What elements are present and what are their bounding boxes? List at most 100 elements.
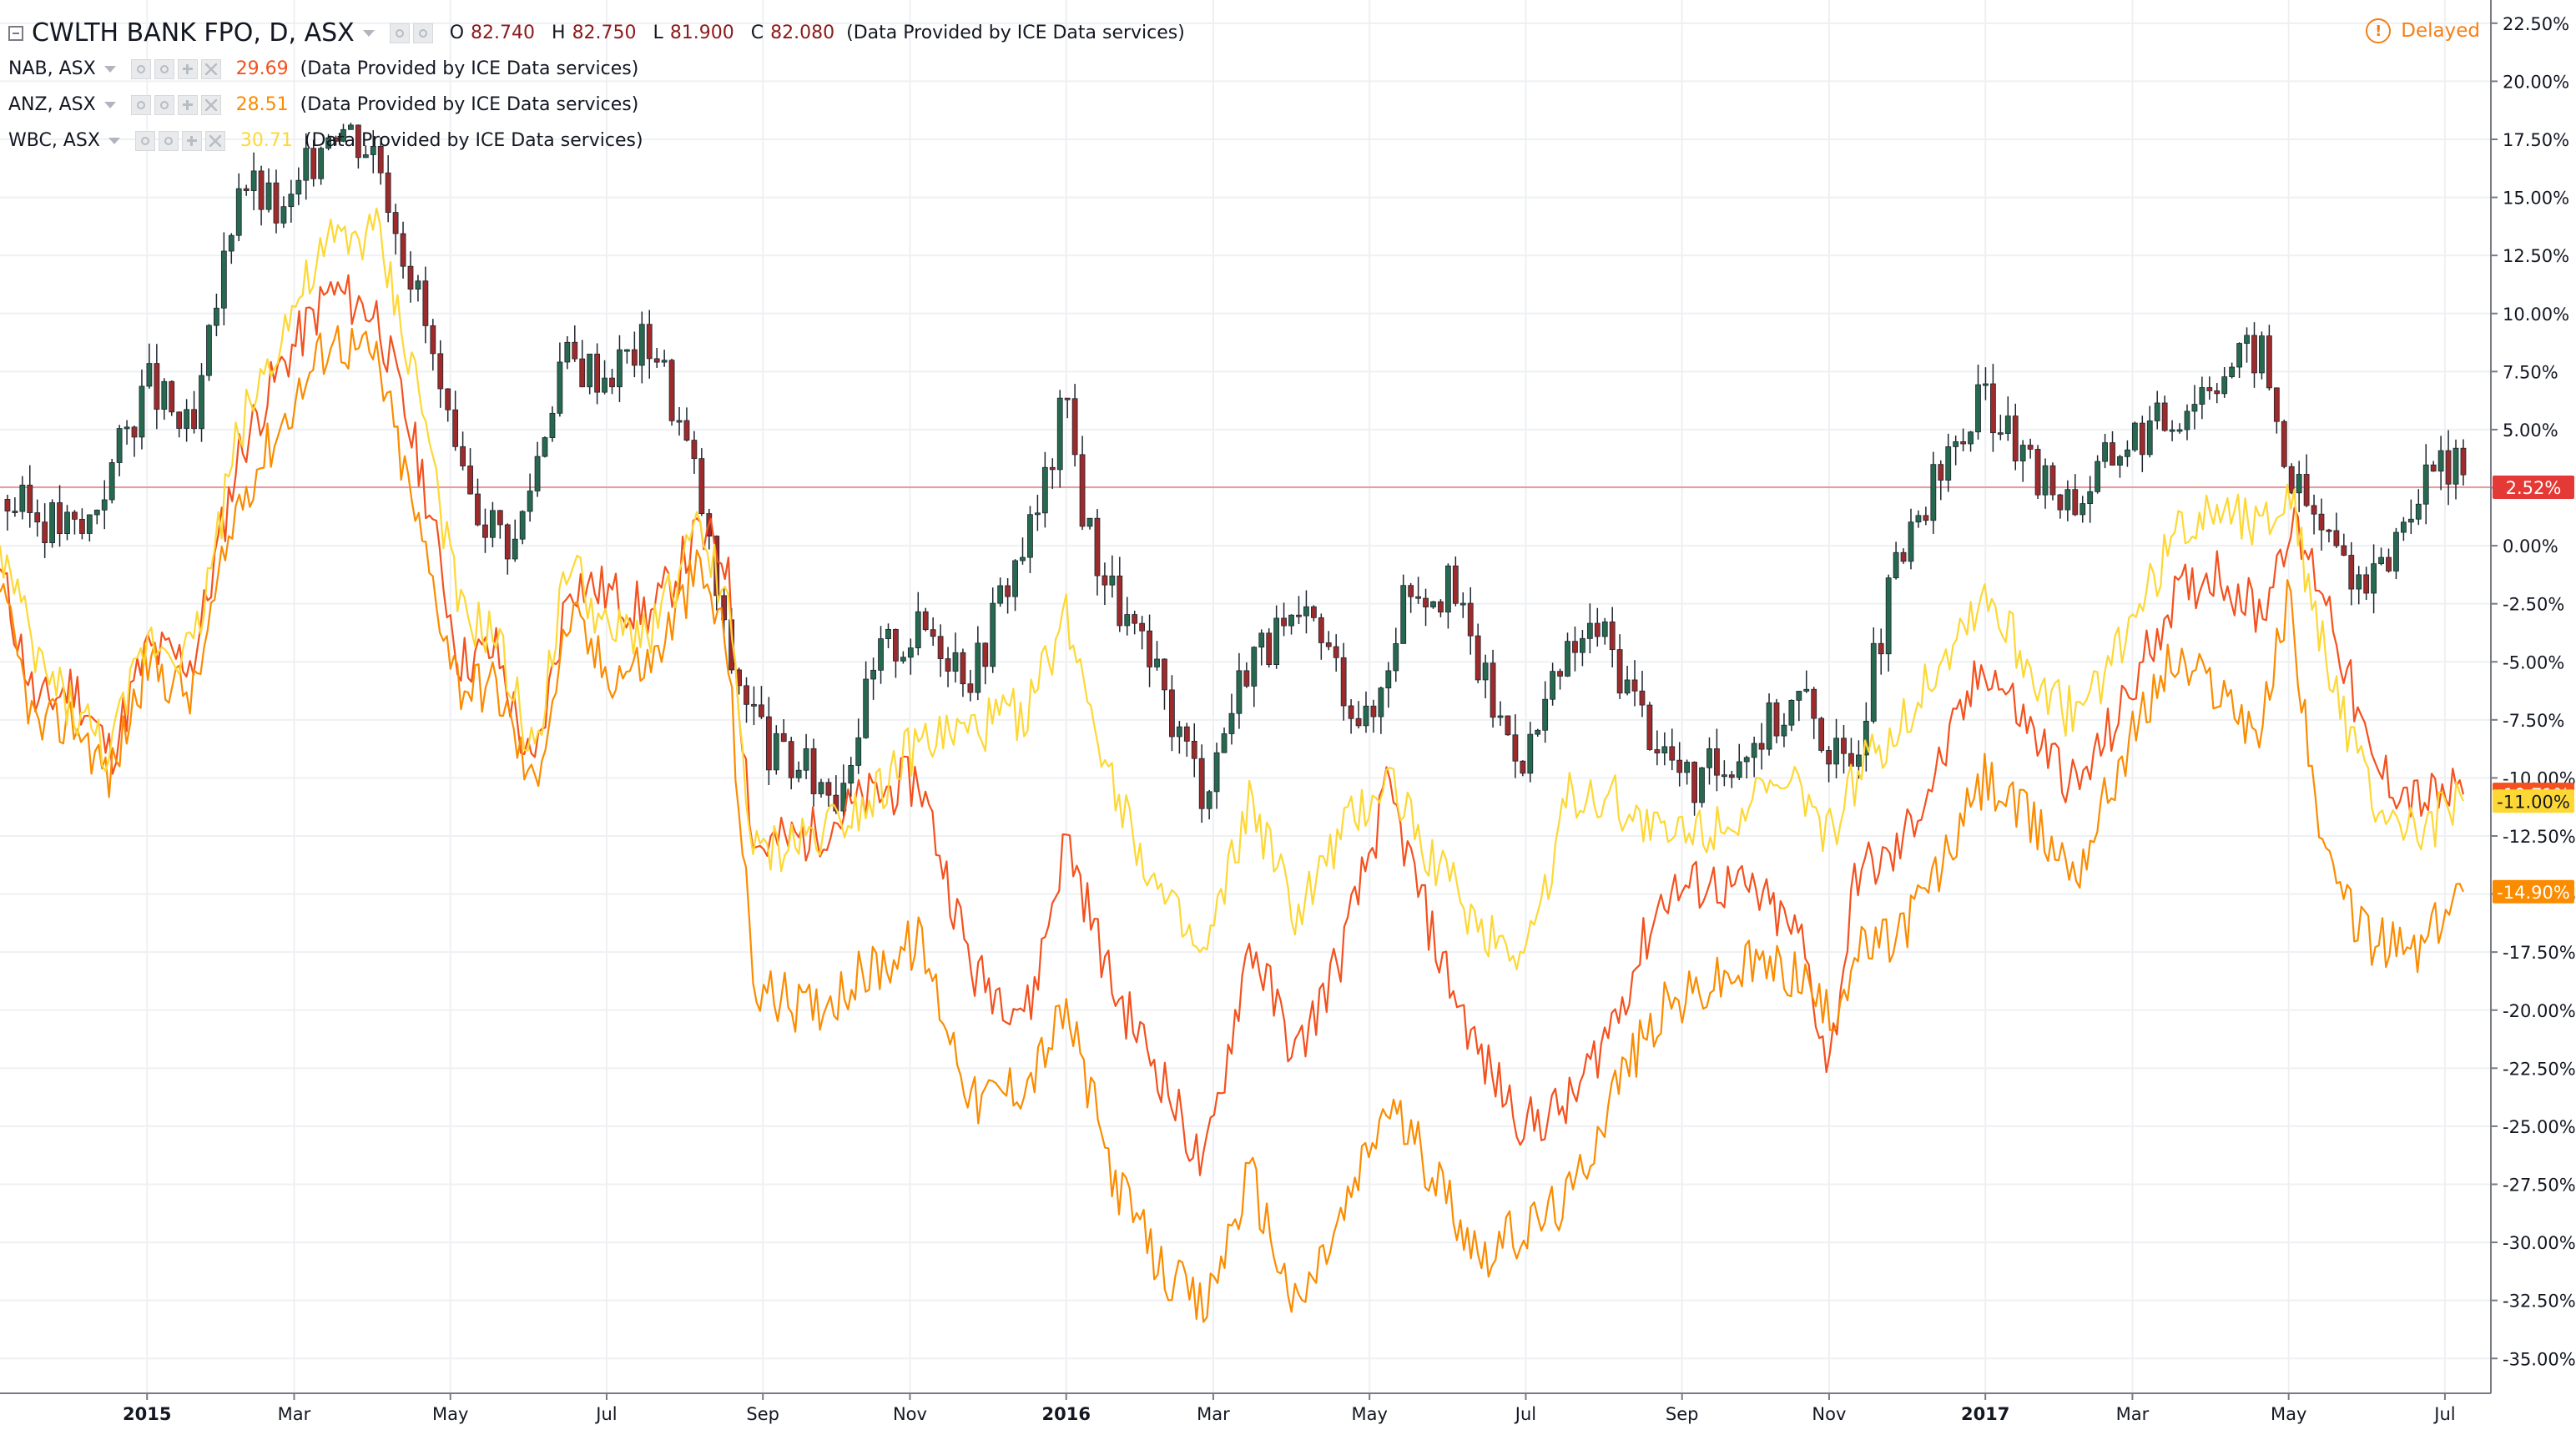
candle-body[interactable] [683,420,690,441]
gear-icon[interactable] [154,94,174,115]
chevron-down-icon[interactable] [362,29,375,37]
candle-body[interactable] [1938,464,1944,481]
candle-body[interactable] [1818,718,1825,751]
close-icon[interactable] [200,58,221,79]
candle-body[interactable] [325,137,331,149]
candle-body[interactable] [624,349,630,352]
candle-body[interactable] [1997,432,2004,436]
eye-icon[interactable] [130,58,151,79]
candle-body[interactable] [154,363,160,410]
series-line-anz[interactable] [0,325,2465,1323]
candle-body[interactable] [1639,690,1646,706]
candle-body[interactable] [602,377,607,393]
candle-body[interactable] [2042,465,2049,496]
candle-body[interactable] [2236,343,2242,368]
candle-body[interactable] [863,678,870,738]
candle-body[interactable] [1049,466,1056,471]
candle-body[interactable] [1206,791,1212,809]
candle-body[interactable] [2199,387,2205,405]
candle-body[interactable] [2363,574,2370,594]
plus-icon[interactable] [177,94,198,115]
candle-body[interactable] [1236,670,1243,714]
candle-body[interactable] [265,182,272,210]
candle-body[interactable] [1661,746,1668,753]
candle-body[interactable] [1475,635,1481,681]
candle-body[interactable] [1624,679,1631,694]
candle-body[interactable] [945,658,951,672]
candle-body[interactable] [2259,335,2265,374]
candle-body[interactable] [72,511,78,520]
candle-body[interactable] [795,769,802,778]
candle-body[interactable] [1953,441,1959,447]
candle-body[interactable] [1535,729,1541,735]
candle-body[interactable] [975,642,981,693]
compare-symbol[interactable]: WBC, ASX [8,130,100,151]
candle-body[interactable] [1071,398,1078,456]
candle-body[interactable] [1676,759,1683,773]
candle-body[interactable] [1109,575,1116,586]
candle-body[interactable] [638,324,645,366]
candle-body[interactable] [1258,632,1265,648]
candle-body[interactable] [527,491,533,512]
candle-body[interactable] [288,194,295,208]
candle-body[interactable] [2303,474,2310,506]
candle-body[interactable] [855,737,862,766]
candle-body[interactable] [1773,702,1780,737]
candle-body[interactable] [1176,726,1182,738]
candle-body[interactable] [400,233,406,267]
candle-body[interactable] [2049,465,2056,496]
candle-body[interactable] [199,375,204,430]
candle-body[interactable] [49,502,56,543]
candle-body[interactable] [2191,404,2198,412]
candle-body[interactable] [542,437,548,457]
candle-body[interactable] [512,538,518,560]
candle-body[interactable] [1191,740,1197,759]
candle-body[interactable] [161,380,168,410]
close-icon[interactable] [200,94,221,115]
candle-body[interactable] [1743,757,1750,763]
candle-body[interactable] [1542,698,1549,731]
candle-body[interactable] [42,521,48,543]
candle-body[interactable] [840,783,847,812]
candle-body[interactable] [2146,420,2153,456]
candle-body[interactable] [579,358,586,388]
candle-body[interactable] [1213,752,1220,793]
candle-body[interactable] [1706,748,1712,768]
candle-body[interactable] [34,512,41,523]
candle-body[interactable] [1870,642,1877,722]
candle-body[interactable] [1758,743,1765,750]
candle-body[interactable] [2019,445,2026,461]
candle-body[interactable] [2445,450,2452,485]
candle-body[interactable] [1699,767,1705,803]
candle-body[interactable] [1945,446,1952,481]
candle-body[interactable] [1983,383,1989,386]
candle-body[interactable] [1968,431,1974,445]
candle-body[interactable] [810,748,817,794]
candle-body[interactable] [385,172,391,213]
candle-body[interactable] [1841,738,1847,754]
candle-body[interactable] [997,585,1004,604]
candle-body[interactable] [1990,383,1996,434]
candle-body[interactable] [2169,429,2175,432]
candle-body[interactable] [340,128,346,142]
candle-body[interactable] [407,265,414,290]
candle-body[interactable] [2244,335,2250,344]
candle-body[interactable] [698,458,705,515]
candle-body[interactable] [1444,565,1451,613]
candle-body[interactable] [220,250,227,309]
candle-body[interactable] [825,782,832,796]
candle-body[interactable] [2341,545,2347,556]
candle-body[interactable] [370,146,376,155]
candle-body[interactable] [184,409,190,429]
candle-body[interactable] [2072,489,2079,516]
candle-body[interactable] [2273,387,2280,422]
candle-body[interactable] [2415,503,2422,520]
candle-body[interactable] [2266,335,2272,389]
candle-body[interactable] [1863,720,1869,756]
candle-body[interactable] [1303,606,1309,617]
candle-body[interactable] [870,669,877,680]
candle-body[interactable] [1378,687,1384,718]
candle-body[interactable] [1408,585,1414,597]
candle-body[interactable] [1355,718,1362,727]
candle-body[interactable] [1930,464,1937,521]
